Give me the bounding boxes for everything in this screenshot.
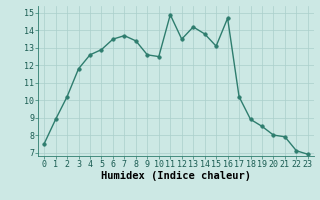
- X-axis label: Humidex (Indice chaleur): Humidex (Indice chaleur): [101, 171, 251, 181]
